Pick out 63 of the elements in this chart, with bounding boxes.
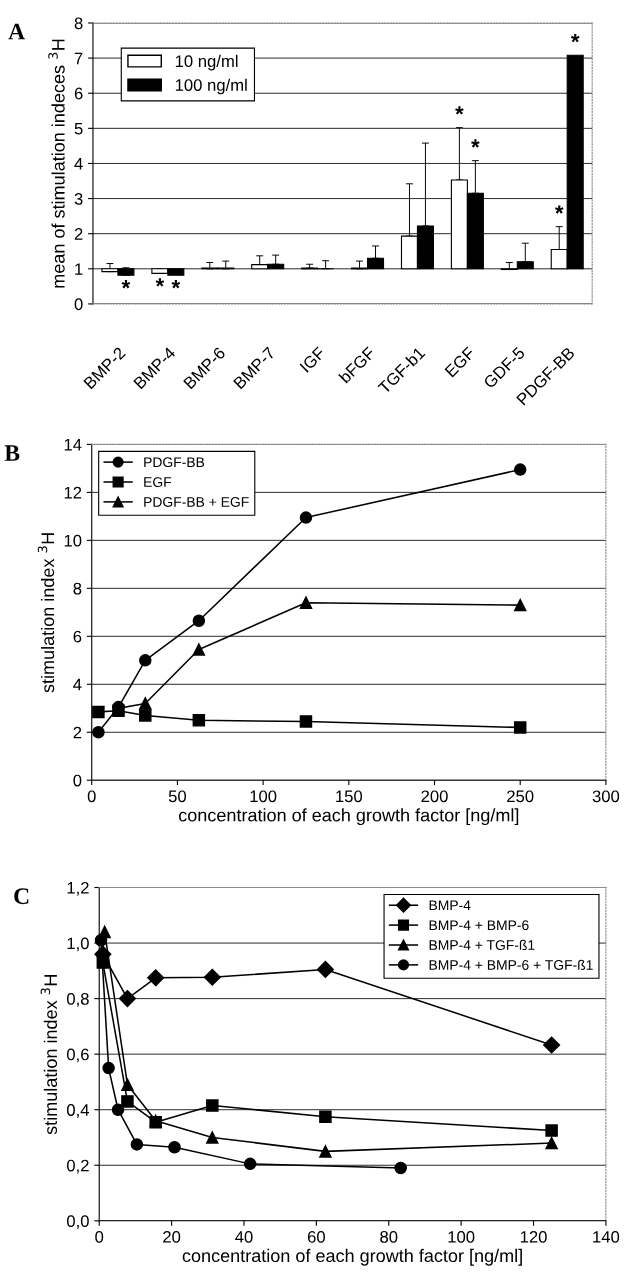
y-tick-label: 6 <box>73 630 82 643</box>
x-tick-label: 20 <box>163 1230 181 1243</box>
y-tick-label: 0 <box>74 298 83 311</box>
x-tick-label: 40 <box>235 1230 253 1243</box>
y-tick-label: 2 <box>73 726 82 739</box>
x-tick-label: 200 <box>421 790 448 803</box>
x-tick-label: 60 <box>307 1230 325 1243</box>
y-tick-label: 1 <box>75 263 83 275</box>
x-axis-title: concentration of each growth factor [ng/ml] <box>182 1248 522 1266</box>
chart-title: C <box>14 888 29 905</box>
y-tick-label: 4 <box>73 678 82 691</box>
y-tick-label: 0,2 <box>66 1159 89 1174</box>
y-tick-label: 8 <box>74 17 83 30</box>
y-tick-label: 14 <box>64 438 82 451</box>
annotation: * <box>455 106 464 115</box>
x-tick-label: 50 <box>168 790 187 803</box>
x-axis-title: concentration of each growth factor [ng/ml] <box>178 808 519 826</box>
annotation: * <box>155 278 165 287</box>
y-tick-label: 1,0 <box>67 937 89 952</box>
y-tick-label: 0 <box>73 774 82 787</box>
legend-label: BMP-4 <box>429 900 471 911</box>
legend-label: BMP-4 + BMP-6 + TGF-ß1 <box>429 959 593 970</box>
x-tick-label: 0 <box>95 1230 104 1243</box>
y-axis-title: stimulation index $^{3}$H <box>37 533 55 693</box>
y-tick-label: 0,0 <box>66 1215 89 1229</box>
legend-label: BMP-4 + TGF-ß1 <box>429 939 535 950</box>
y-tick-label: 3 <box>74 192 83 205</box>
legend-label: PDGF-BB + EGF <box>144 497 249 507</box>
annotation: * <box>121 280 131 289</box>
y-axis-title: stimulation index $^{3}$H <box>40 975 58 1135</box>
y-tick-label: 0,8 <box>66 993 89 1007</box>
x-tick-label: 80 <box>380 1230 398 1243</box>
annotation: * <box>471 139 480 148</box>
x-tick-label: 140 <box>593 1230 620 1243</box>
y-tick-label: 6 <box>74 87 83 100</box>
x-tick-label: 100 <box>448 1230 475 1243</box>
y-tick-label: 1,2 <box>67 881 89 896</box>
y-tick-label: 7 <box>74 52 83 65</box>
x-tick-label: 300 <box>592 790 620 803</box>
chart-title: A <box>8 23 25 40</box>
chart-title: B <box>4 445 20 461</box>
x-tick-label: 250 <box>507 790 534 803</box>
y-axis-title: mean of stimulation indeces $^{3}$H <box>48 39 65 288</box>
x-tick-label: 120 <box>520 1230 547 1243</box>
legend-label: BMP-4 + BMP-6 <box>429 920 529 931</box>
y-tick-label: 4 <box>74 158 83 170</box>
legend-label: 10 ng/ml <box>175 54 238 71</box>
y-tick-label: 0,4 <box>66 1104 90 1118</box>
y-tick-label: 5 <box>74 122 83 135</box>
x-tick-label: 100 <box>250 790 277 803</box>
y-tick-label: 10 <box>64 534 82 547</box>
legend-label: EGF <box>144 477 172 487</box>
y-tick-label: 2 <box>74 228 83 240</box>
annotation: * <box>570 34 580 43</box>
y-tick-label: 12 <box>64 486 82 499</box>
annotation: * <box>171 280 181 289</box>
y-tick-label: 0,6 <box>66 1048 89 1063</box>
annotation: * <box>554 205 564 214</box>
legend-label: PDGF-BB <box>144 457 205 468</box>
x-tick-label: 150 <box>336 790 363 803</box>
legend-label: 100 ng/ml <box>175 78 247 95</box>
x-tick-label: IGF <box>299 346 326 373</box>
y-tick-label: 8 <box>73 582 82 595</box>
